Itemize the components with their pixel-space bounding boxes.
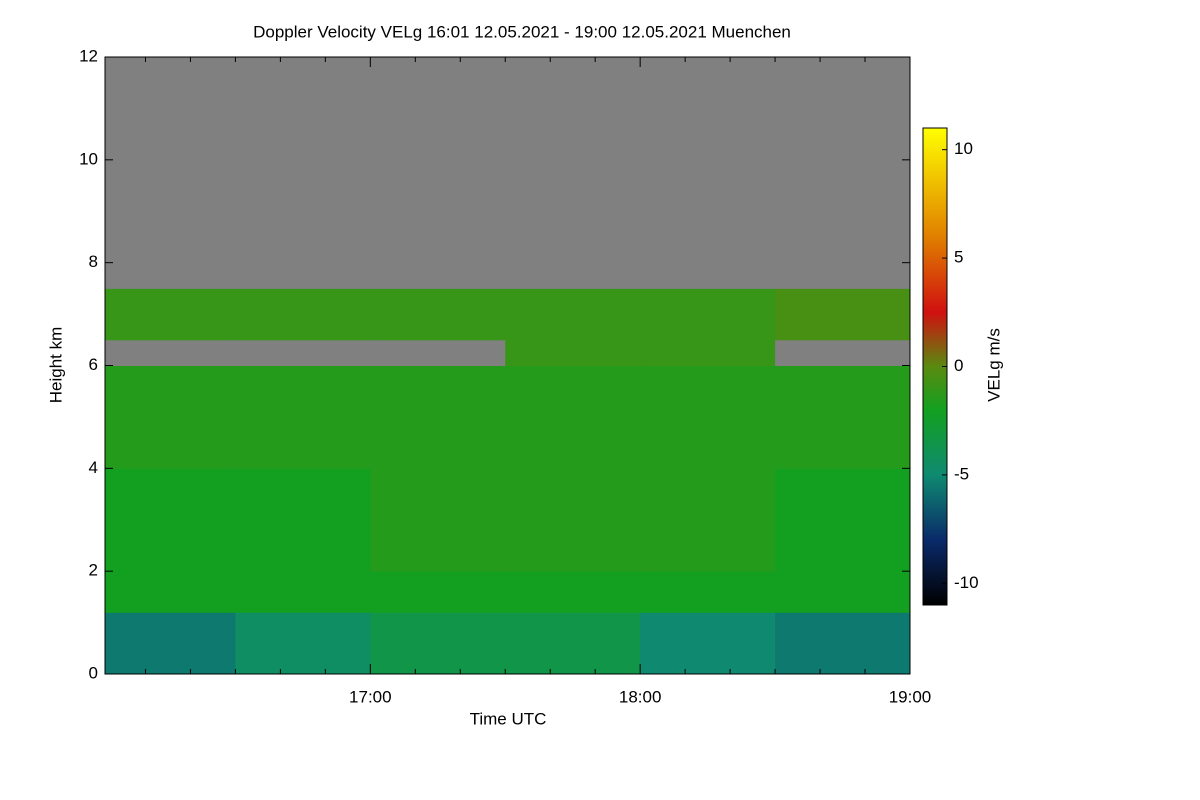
heat-cell: [370, 365, 506, 469]
y-tick-label: 12: [79, 46, 98, 65]
heat-cell: [640, 468, 776, 572]
heat-cell: [235, 571, 371, 613]
heat-cell: [370, 339, 506, 366]
heat-cell: [505, 612, 641, 675]
heat-cell: [105, 57, 236, 289]
y-tick-label: 4: [89, 458, 98, 477]
colorbar-tick-label: -10: [954, 573, 979, 592]
heat-cell: [235, 612, 371, 675]
heat-cell: [370, 571, 506, 613]
colorbar-label: VELg m/s: [984, 328, 1003, 402]
heat-cell: [640, 339, 776, 366]
heat-cell: [370, 612, 506, 675]
heat-cell: [640, 571, 776, 613]
heat-cell: [370, 57, 506, 289]
heat-cell: [775, 468, 911, 572]
heat-cell: [105, 468, 236, 572]
y-tick-label: 6: [89, 355, 98, 374]
heat-cell: [775, 339, 911, 366]
heat-cell: [235, 339, 371, 366]
heat-cell: [370, 288, 506, 341]
colorbar-tick-label: -5: [954, 464, 969, 483]
heat-cell: [775, 288, 911, 341]
heat-cell: [370, 468, 506, 572]
heat-cell: [775, 571, 911, 613]
x-tick-label: 19:00: [889, 687, 932, 706]
heat-cell: [505, 468, 641, 572]
heat-cell: [235, 57, 371, 289]
heat-cell: [235, 468, 371, 572]
heat-cell: [505, 57, 641, 289]
y-tick-label: 2: [89, 561, 98, 580]
heat-cell: [105, 612, 236, 675]
heat-cell: [105, 339, 236, 366]
heat-cell: [775, 365, 911, 469]
y-tick-label: 10: [79, 149, 98, 168]
y-tick-label: 8: [89, 252, 98, 271]
chart-title: Doppler Velocity VELg 16:01 12.05.2021 -…: [253, 22, 791, 41]
heat-cell: [505, 288, 641, 341]
heat-cell: [105, 365, 236, 469]
colorbar-tick-label: 5: [954, 248, 963, 267]
x-tick-label: 18:00: [619, 687, 662, 706]
heat-cell: [235, 365, 371, 469]
heat-cell: [105, 571, 236, 613]
heat-cell: [505, 571, 641, 613]
heat-cell: [105, 288, 236, 341]
y-tick-label: 0: [89, 663, 98, 682]
colorbar-tick-label: 0: [954, 356, 963, 375]
heat-cell: [235, 288, 371, 341]
heat-cell: [505, 339, 641, 366]
heat-cell: [640, 365, 776, 469]
heat-cell: [640, 288, 776, 341]
heat-cell: [640, 612, 776, 675]
x-tick-label: 17:00: [349, 687, 392, 706]
x-axis-label: Time UTC: [470, 709, 547, 728]
heat-cell: [775, 57, 911, 289]
heat-cell: [775, 612, 911, 675]
heat-cell: [505, 365, 641, 469]
heat-cell: [640, 57, 776, 289]
colorbar-tick-label: 10: [954, 139, 973, 158]
y-axis-label: Height km: [46, 327, 65, 404]
